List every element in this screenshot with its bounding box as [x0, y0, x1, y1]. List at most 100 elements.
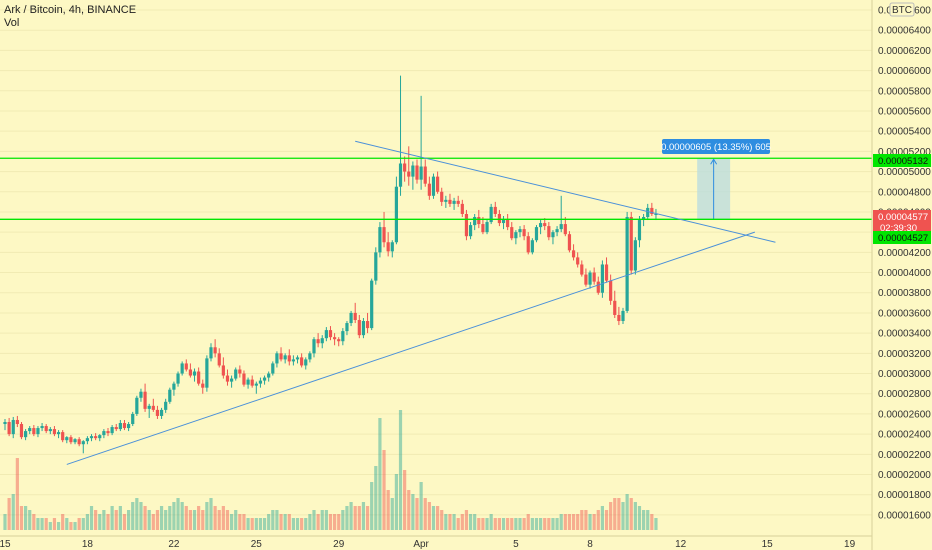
- volume-bar: [217, 510, 221, 530]
- volume-bar: [295, 518, 300, 530]
- volume-bar: [184, 506, 188, 530]
- volume-bar: [65, 518, 69, 530]
- candle-body: [19, 424, 24, 438]
- time-tick-label: 8: [587, 539, 593, 550]
- candle-body: [423, 166, 427, 184]
- candle-body: [168, 389, 172, 402]
- volume-bar: [56, 522, 61, 530]
- candle-body: [225, 375, 230, 382]
- candle-body: [580, 264, 584, 275]
- candle-body: [279, 353, 283, 360]
- volume-bar: [522, 518, 526, 530]
- candle-body: [28, 428, 32, 432]
- candle-body: [159, 409, 164, 416]
- volume-bar: [411, 494, 415, 530]
- candle-body: [324, 330, 328, 339]
- candle-body: [485, 222, 489, 233]
- candle-body: [349, 312, 353, 324]
- volume-bars: [3, 410, 658, 530]
- candle-body: [65, 437, 69, 441]
- volume-bar: [625, 494, 629, 530]
- volume-bar: [357, 506, 361, 530]
- volume-bar: [481, 518, 485, 530]
- candle-body: [246, 379, 250, 385]
- volume-bar: [172, 502, 176, 530]
- price-tick-label: 0.00005800: [878, 86, 931, 97]
- trendline-lower[interactable]: [66, 231, 755, 465]
- time-tick-label: 15: [762, 539, 774, 550]
- volume-bar: [143, 506, 147, 530]
- volume-bar: [19, 506, 24, 530]
- volume-bar: [118, 506, 122, 530]
- volume-bar: [464, 510, 469, 530]
- price-tick-label: 0.00003600: [878, 308, 931, 319]
- candle-body: [15, 419, 19, 425]
- currency-badge[interactable]: BTC: [892, 5, 912, 16]
- time-tick-label: 18: [82, 539, 94, 550]
- price-tick-label: 0.00004200: [878, 248, 931, 259]
- price-tick-label: 0.00003200: [878, 349, 931, 360]
- candle-body: [122, 423, 127, 429]
- volume-bar: [547, 518, 551, 530]
- candle-body: [361, 321, 366, 336]
- candle-body: [300, 357, 304, 366]
- candle-body: [32, 428, 36, 435]
- candle-body: [201, 383, 205, 388]
- volume-bar: [48, 522, 52, 530]
- volume-bar: [131, 502, 135, 530]
- volume-bar: [440, 510, 444, 530]
- candle-body: [234, 369, 238, 379]
- volume-bar: [61, 514, 65, 530]
- candle-body: [102, 431, 106, 436]
- candle-body: [468, 225, 473, 237]
- volume-bar: [333, 514, 337, 530]
- price-tick-label: 0.00004800: [878, 187, 931, 198]
- volume-bar: [518, 518, 522, 530]
- volume-bar: [370, 482, 374, 530]
- volume-bar: [423, 498, 427, 530]
- lower-level-tag: 0.00004527: [878, 233, 928, 244]
- price-tick-label: 0.00005000: [878, 167, 931, 178]
- candle-body: [230, 378, 234, 382]
- candle-body: [510, 227, 514, 239]
- candle-body: [576, 257, 580, 265]
- currency-badge-box[interactable]: [889, 2, 915, 17]
- trendline-upper[interactable]: [355, 140, 776, 243]
- candle-body: [341, 331, 345, 342]
- volume-bar: [460, 514, 464, 530]
- candle-body: [551, 232, 555, 238]
- volume-bar: [407, 490, 411, 530]
- volume-bar: [629, 498, 633, 530]
- volume-bar: [24, 506, 28, 530]
- grid: [0, 9, 872, 516]
- volume-bar: [559, 514, 563, 530]
- volume-bar: [526, 514, 530, 530]
- candle-body: [567, 234, 572, 251]
- price-tick-label: 0.00001800: [878, 490, 931, 501]
- price-axis-ticks: 0.000006000.000064000.000062000.00006000…: [878, 6, 931, 522]
- candle-body: [629, 217, 633, 271]
- candle-body: [11, 419, 15, 435]
- candle-body: [547, 226, 551, 238]
- candle-body: [518, 229, 522, 233]
- volume-bar: [15, 458, 19, 530]
- volume-bar: [271, 510, 275, 530]
- candle-body: [77, 439, 81, 445]
- candle-body: [357, 320, 361, 336]
- volume-bar: [543, 518, 547, 530]
- time-tick-label: 29: [333, 539, 345, 550]
- volume-bar: [242, 514, 246, 530]
- candle-body: [407, 171, 411, 177]
- volume-bar: [374, 466, 378, 530]
- volume-bar: [28, 510, 32, 530]
- volume-bar: [300, 518, 304, 530]
- time-axis-ticks: 15 18 22 25 29 Apr 5 8 12 15 19: [0, 539, 856, 550]
- volume-bar: [69, 522, 73, 530]
- volume-bar: [353, 506, 357, 530]
- price-axis-panel[interactable]: [872, 0, 932, 550]
- volume-bar: [382, 450, 386, 530]
- candle-body: [460, 203, 464, 214]
- candle-body: [604, 264, 609, 281]
- drawings[interactable]: [0, 140, 872, 465]
